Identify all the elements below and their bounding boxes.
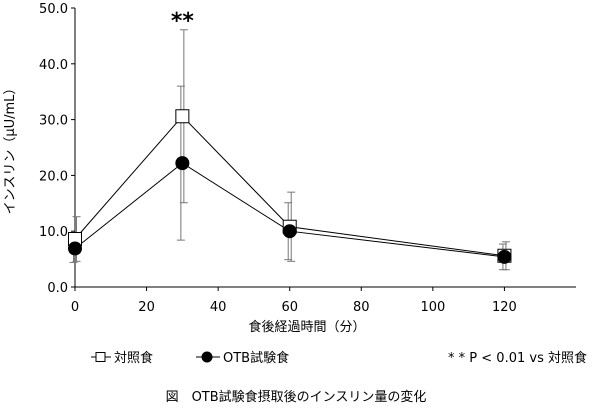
y-tick-label: 40.0: [39, 58, 68, 73]
figure-caption: 図 OTB試験食摂取後のインスリン量の変化: [165, 390, 427, 405]
chart-axes: 0.0 10.0 20.0 30.0 40.0 50.0 0 20 40 60 80 100 120: [39, 2, 576, 315]
data-point-circle: [68, 241, 82, 256]
y-tick-label: 30.0: [39, 114, 68, 129]
x-tick-label: 80: [353, 300, 370, 315]
data-point-circle: [497, 249, 512, 264]
x-tick-label: 120: [492, 300, 517, 315]
y-tick-label: 20.0: [39, 169, 68, 184]
x-axis-label: 食後経過時間（分）: [248, 319, 365, 335]
legend-label-control: 対照食: [114, 350, 153, 366]
series-line: [74, 115, 505, 257]
x-tick-label: 0: [71, 300, 79, 315]
x-tick-label: 60: [281, 300, 298, 315]
x-tick-label: 100: [420, 300, 445, 315]
y-axis-label: インスリン（μU/mL）: [3, 82, 18, 215]
chart-legend: 対照食 OTB試験食 * * P < 0.01 vs 対照食: [91, 350, 587, 366]
legend-square-marker: [95, 352, 106, 362]
data-point-circle: [282, 224, 297, 239]
x-tick-label: 40: [210, 300, 227, 315]
y-tick-label: 0.0: [47, 281, 68, 296]
data-point-square: [175, 109, 190, 124]
significance-note: * * P < 0.01 vs 対照食: [448, 350, 587, 366]
data-point-circle: [175, 156, 190, 171]
legend-circle-marker: [201, 351, 213, 363]
series-line: [74, 162, 505, 258]
legend-label-otb: OTB試験食: [223, 350, 289, 366]
x-tick-label: 20: [138, 300, 155, 315]
y-tick-label: 50.0: [39, 2, 68, 17]
significance-mark: **: [171, 9, 195, 34]
y-tick-label: 10.0: [39, 225, 68, 240]
chart-series: **: [68, 9, 512, 271]
